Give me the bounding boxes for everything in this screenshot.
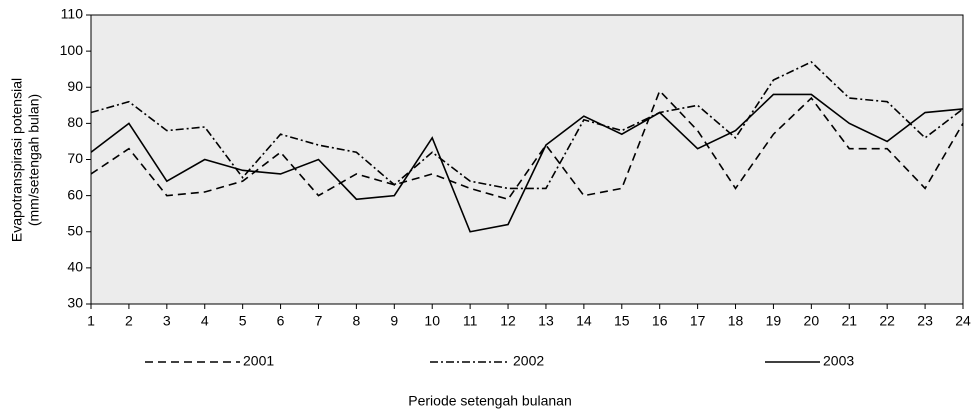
x-tick-label: 18: [728, 313, 744, 329]
x-axis-label: Periode setengah bulanan: [408, 393, 571, 409]
y-axis-label: (mm/setengah bulan): [26, 94, 42, 226]
x-tick-label: 13: [538, 313, 554, 329]
y-axis-label: Evapotranspirasi potensial: [9, 78, 25, 242]
legend-label: 2002: [513, 353, 544, 369]
x-tick-label: 6: [277, 313, 285, 329]
legend-label: 2003: [823, 353, 854, 369]
x-tick-label: 19: [766, 313, 782, 329]
x-tick-label: 24: [955, 313, 971, 329]
y-tick-label: 110: [61, 6, 84, 22]
data-line: [90, 89, 964, 201]
x-tick-label: 2: [125, 313, 133, 329]
y-tick-label: 40: [67, 259, 83, 275]
x-tick-label: 8: [352, 313, 360, 329]
y-tick-label: 30: [67, 295, 83, 311]
x-tick-label: 3: [163, 313, 171, 329]
legend-label: 2001: [243, 353, 274, 369]
y-tick-label: 80: [67, 114, 83, 130]
y-tick-label: 60: [67, 186, 83, 202]
x-tick-label: 9: [390, 313, 398, 329]
y-tick-label: 100: [60, 42, 84, 58]
x-tick-label: 1: [87, 313, 95, 329]
x-tick-label: 22: [879, 313, 895, 329]
x-tick-label: 20: [804, 313, 820, 329]
x-tick-label: 7: [315, 313, 323, 329]
x-tick-label: 4: [201, 313, 209, 329]
x-tick-label: 12: [500, 313, 516, 329]
x-tick-label: 23: [917, 313, 933, 329]
x-tick-label: 15: [614, 313, 630, 329]
x-tick-label: 11: [463, 313, 478, 329]
x-tick-label: 14: [576, 313, 592, 329]
y-tick-label: 50: [67, 222, 83, 238]
x-tick-label: 5: [239, 313, 247, 329]
y-tick-label: 70: [67, 150, 83, 166]
plot-area: [90, 14, 964, 305]
x-tick-label: 17: [690, 313, 706, 329]
x-tick-label: 21: [841, 313, 857, 329]
x-tick-label: 16: [652, 313, 668, 329]
data-line: [90, 93, 964, 233]
x-tick-label: 10: [424, 313, 440, 329]
y-tick-label: 90: [67, 78, 83, 94]
